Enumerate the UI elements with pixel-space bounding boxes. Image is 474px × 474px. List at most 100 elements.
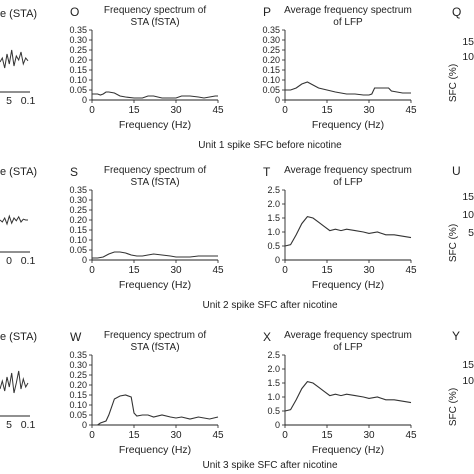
x-tick-label: 30	[170, 430, 182, 441]
row-caption-unit-3: Unit 3 spike SFC after nicotine	[202, 460, 337, 471]
y-tick-label: 0.20	[69, 215, 87, 225]
y-tick-label: 0.05	[69, 410, 87, 420]
y-tick-label: 2.0	[267, 364, 280, 374]
panel-letter-p: P	[263, 5, 271, 19]
x-tick-label: 15	[321, 105, 333, 116]
partial-sfc-ylabel: SFC (%)	[448, 64, 459, 102]
y-tick-label: 0.10	[69, 400, 87, 410]
partial-sta-title: e (STA)	[0, 8, 37, 20]
y-tick-label: 0.25	[69, 205, 87, 215]
y-tick-label: 0.5	[267, 406, 280, 416]
chart-title: STA (fSTA)	[130, 177, 179, 188]
x-tick-label: 15	[321, 430, 333, 441]
y-tick-label: 0.25	[69, 370, 87, 380]
x-tick-label: 45	[405, 430, 417, 441]
x-tick-label: 45	[212, 430, 224, 441]
y-tick-label: 0.15	[262, 65, 280, 75]
panel-letter-t: T	[263, 165, 271, 179]
y-tick-label: 0.20	[69, 380, 87, 390]
partial-sta-panel-unit-1: e (STA) 5 0.1	[0, 8, 37, 107]
series-line-w	[92, 394, 219, 426]
partial-sfc-panel-unit-1: Q 15 10 SFC (%)	[448, 5, 474, 102]
chart-title: STA (fSTA)	[130, 342, 179, 353]
x-tick-label: 0	[282, 430, 288, 441]
x-axis-label: Frequency (Hz)	[119, 279, 191, 291]
partial-sfc-panel-unit-3: Y 15 10 SFC (%)	[448, 329, 474, 426]
partial-sfc-tick: 15	[462, 36, 474, 48]
chart-title: Average frequency spectrum	[284, 5, 412, 16]
y-tick-label: 0.35	[69, 185, 87, 195]
x-axis-label: Frequency (Hz)	[119, 444, 191, 456]
chart-title: of LFP	[333, 17, 363, 28]
y-tick-label: 0	[82, 255, 87, 265]
panel-letter-y: Y	[452, 329, 460, 343]
y-tick-label: 0.05	[69, 245, 87, 255]
partial-sta-panel-unit-3: e (STA) 5 0.1	[0, 331, 37, 431]
partial-sta-trace	[0, 214, 28, 226]
y-tick-label: 0	[82, 420, 87, 430]
partial-sfc-tick: 15	[462, 191, 474, 203]
partial-sta-tick: 0.1	[21, 419, 36, 431]
y-tick-label: 0.20	[262, 55, 280, 65]
x-axis-label: Frequency (Hz)	[312, 279, 384, 291]
partial-sta-tick: 5	[6, 419, 12, 431]
series-line-o	[92, 91, 218, 99]
y-tick-label: 0.30	[69, 195, 87, 205]
y-tick-label: 2.0	[267, 199, 280, 209]
partial-sta-tick: 5	[6, 95, 12, 107]
x-axis-label: Frequency (Hz)	[119, 119, 191, 131]
chart-title: of LFP	[333, 342, 363, 353]
y-tick-label: 0.05	[262, 85, 280, 95]
y-tick-label: 0.30	[69, 360, 87, 370]
y-tick-label: 1.0	[267, 392, 280, 402]
chart-title: Average frequency spectrum	[284, 165, 412, 176]
panel-letter-x: X	[263, 330, 271, 344]
partial-sfc-tick: 10	[462, 375, 474, 387]
partial-sta-tick: 0	[6, 255, 12, 267]
x-tick-label: 0	[89, 265, 95, 276]
y-tick-label: 0	[82, 95, 87, 105]
y-tick-label: 0.30	[69, 35, 87, 45]
partial-sfc-tick: 10	[462, 209, 474, 221]
x-tick-label: 45	[405, 265, 417, 276]
y-tick-label: 0.30	[262, 35, 280, 45]
x-axis-label: Frequency (Hz)	[312, 444, 384, 456]
x-tick-label: 45	[212, 105, 224, 116]
partial-sta-tick: 0.1	[21, 95, 36, 107]
series-line-x	[284, 380, 412, 412]
y-tick-label: 2.5	[267, 350, 280, 360]
y-tick-label: 0	[275, 95, 280, 105]
partial-sta-title: e (STA)	[0, 331, 37, 343]
y-tick-label: 0.15	[69, 65, 87, 75]
panel-letter-w: W	[70, 330, 82, 344]
y-tick-label: 2.5	[267, 185, 280, 195]
partial-sta-traces	[0, 49, 30, 417]
y-tick-label: 0.25	[69, 45, 87, 55]
chart-title: STA (fSTA)	[130, 17, 179, 28]
partial-sta-tick: 0.1	[21, 255, 36, 267]
row-unit-2: e (STA) 0 0.1 U 15 10 5 SFC (%) Unit 2 s…	[0, 164, 474, 311]
x-tick-label: 30	[363, 430, 375, 441]
y-tick-label: 0.35	[262, 25, 280, 35]
chart-title: Frequency spectrum of	[104, 5, 206, 16]
chart-title: Frequency spectrum of	[104, 330, 206, 341]
x-tick-label: 15	[128, 105, 140, 116]
y-tick-label: 0	[275, 255, 280, 265]
x-tick-label: 45	[405, 105, 417, 116]
chart-title: of LFP	[333, 177, 363, 188]
x-tick-label: 0	[89, 430, 95, 441]
y-tick-label: 0.5	[267, 241, 280, 251]
partial-sta-trace	[0, 370, 29, 394]
partial-sfc-ylabel: SFC (%)	[448, 224, 459, 262]
x-tick-label: 15	[321, 265, 333, 276]
x-axis-label: Frequency (Hz)	[312, 119, 384, 131]
x-tick-label: 0	[282, 265, 288, 276]
y-tick-label: 0.10	[69, 235, 87, 245]
y-tick-label: 1.0	[267, 227, 280, 237]
x-tick-label: 30	[170, 105, 182, 116]
